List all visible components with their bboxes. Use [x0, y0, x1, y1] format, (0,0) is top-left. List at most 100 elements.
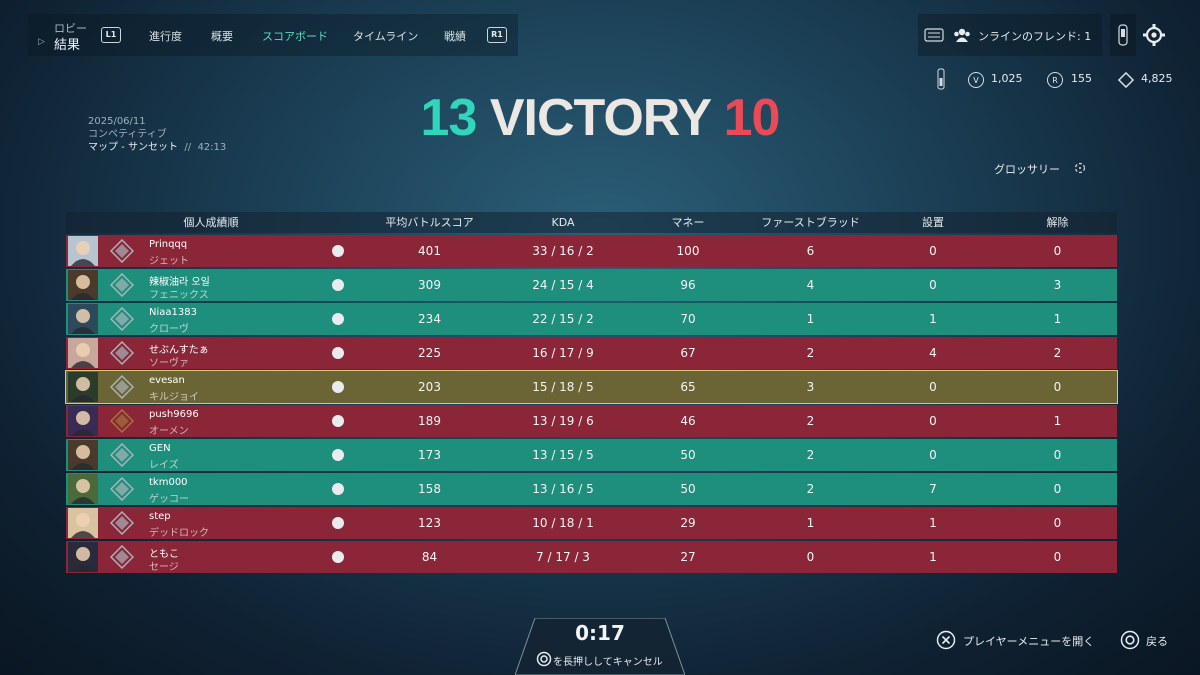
table-row[interactable]: 辣椒油라 오일 フェニックス 309 24 / 15 / 4 96 4 0 3	[66, 269, 1117, 301]
online-friends-label[interactable]: ンラインのフレンド: 1	[978, 30, 1092, 43]
playstation-icon	[332, 483, 344, 495]
cell-money: 96	[680, 278, 696, 292]
header-plants[interactable]: 設置	[922, 216, 944, 229]
header-player[interactable]: 個人成績順	[183, 216, 239, 229]
tab-timeline[interactable]: タイムライン	[353, 30, 419, 43]
cell-plants: 4	[929, 346, 937, 360]
back-to-lobby-button[interactable]: ▷ ロビー 結果	[38, 20, 94, 53]
agent-portrait	[68, 236, 98, 266]
cell-first-blood: 2	[806, 482, 815, 496]
table-row[interactable]: step デッドロック 123 10 / 18 / 1 29 1 1 0	[66, 507, 1117, 539]
agent-portrait	[68, 270, 98, 300]
match-map: マップ - サンセット	[88, 142, 178, 153]
tab-scoreboard[interactable]: スコアボード	[262, 30, 328, 43]
table-row[interactable]: せぶんすたぁ ソーヴァ 225 16 / 17 / 9 67 2 4 2	[66, 337, 1117, 369]
header-defuses[interactable]: 解除	[1046, 216, 1069, 229]
cell-money: 70	[680, 312, 696, 326]
player-name: evesan	[149, 375, 185, 386]
header-first-blood[interactable]: ファーストブラッド	[761, 216, 860, 229]
table-row[interactable]: Niaa1383 クローヴ 234 22 / 15 / 2 70 1 1 1	[66, 303, 1117, 335]
playstation-icon	[332, 517, 344, 529]
agent-name: クローヴ	[149, 324, 189, 335]
cell-defuses: 1	[1053, 414, 1062, 428]
rank-icon	[110, 239, 134, 263]
player-name: tkm000	[149, 477, 188, 488]
cell-plants: 1	[929, 550, 937, 564]
table-row[interactable]: ともこ セージ 84 7 / 17 / 3 27 0 1 0	[66, 541, 1117, 573]
cell-money: 29	[680, 516, 696, 530]
cell-acs: 225	[418, 346, 441, 360]
player-cell: Prinqqq ジェット	[66, 235, 356, 267]
radianite-icon: R	[1047, 72, 1063, 88]
cell-first-blood: 3	[806, 380, 815, 394]
valorant-points-icon: V	[968, 72, 984, 88]
header-money[interactable]: マネー	[671, 216, 705, 229]
player-cell: Niaa1383 クローヴ	[66, 303, 356, 335]
crosshair-icon[interactable]	[1073, 161, 1087, 175]
cell-money: 46	[680, 414, 696, 428]
tab-summary[interactable]: 概要	[211, 30, 233, 43]
player-cell: evesan キルジョイ	[66, 371, 356, 403]
social-panel	[918, 14, 1102, 56]
cell-defuses: 0	[1053, 516, 1062, 530]
player-name: せぶんすたぁ	[149, 345, 209, 356]
countdown-timer: 0:17	[575, 621, 625, 645]
tab-progress[interactable]: 進行度	[149, 30, 182, 43]
cell-money: 100	[676, 244, 700, 258]
timer-panel	[515, 618, 685, 675]
cell-kda: 16 / 17 / 9	[532, 346, 594, 360]
settings-gear-icon[interactable]	[1141, 22, 1167, 48]
back-button[interactable]: 戻る	[1146, 635, 1168, 648]
controller-battery-icon	[1118, 24, 1128, 46]
rank-icon	[110, 341, 134, 365]
cell-acs: 309	[418, 278, 441, 292]
cell-plants: 7	[929, 482, 937, 496]
agent-portrait	[68, 372, 98, 402]
table-header: 個人成績順 平均バトルスコア KDA マネー ファーストブラッド 設置 解除	[66, 212, 1117, 233]
cell-kda: 15 / 18 / 5	[532, 380, 594, 394]
player-cell: ともこ セージ	[66, 541, 356, 573]
header-kda[interactable]: KDA	[551, 216, 575, 229]
match-score: 13 VICTORY 10	[0, 88, 1200, 148]
table-row[interactable]: Prinqqq ジェット 401 33 / 16 / 2 100 6 0 0	[66, 235, 1117, 267]
player-name: step	[149, 511, 171, 522]
cell-acs: 203	[418, 380, 441, 394]
rank-icon	[110, 545, 134, 569]
results-label: 結果	[54, 38, 81, 53]
agent-portrait	[68, 304, 98, 334]
player-cell: 辣椒油라 오일 フェニックス	[66, 269, 356, 301]
cell-plants: 0	[929, 278, 937, 292]
open-player-menu-button[interactable]: プレイヤーメニューを開く	[963, 635, 1095, 648]
enemy-score: 10	[723, 89, 781, 147]
agent-portrait	[68, 508, 98, 538]
cell-kda: 13 / 16 / 5	[532, 482, 594, 496]
player-cell: tkm000 ゲッコー	[66, 473, 356, 505]
cell-plants: 0	[929, 414, 937, 428]
cell-acs: 123	[418, 516, 441, 530]
playstation-icon	[332, 347, 344, 359]
table-row[interactable]: evesan キルジョイ 203 15 / 18 / 5 65 3 0 0	[65, 370, 1118, 404]
cell-acs: 84	[421, 550, 438, 564]
header-acs[interactable]: 平均バトルスコア	[385, 216, 474, 229]
table-row[interactable]: push9696 オーメン 189 13 / 19 / 6 46 2 0 1	[66, 405, 1117, 437]
cell-acs: 401	[418, 244, 441, 258]
cell-first-blood: 2	[806, 448, 815, 462]
meta-separator: //	[184, 142, 192, 153]
cell-defuses: 0	[1053, 380, 1062, 394]
agent-name: セージ	[149, 562, 179, 573]
cell-first-blood: 6	[806, 244, 815, 258]
table-row[interactable]: GEN レイズ 173 13 / 15 / 5 50 2 0 0	[66, 439, 1117, 471]
keyboard-icon[interactable]	[924, 28, 944, 42]
kingdom-credits-value: 4,825	[1141, 72, 1173, 85]
agent-name: キルジョイ	[149, 392, 199, 403]
cell-money: 67	[680, 346, 696, 360]
playstation-icon	[332, 279, 344, 291]
tab-performance[interactable]: 戦績	[444, 30, 466, 43]
friends-icon[interactable]	[953, 27, 971, 43]
agent-portrait	[68, 406, 98, 436]
table-row[interactable]: tkm000 ゲッコー 158 13 / 16 / 5 50 2 7 0	[66, 473, 1117, 505]
playstation-icon	[332, 449, 344, 461]
scoreboard-table: 個人成績順 平均バトルスコア KDA マネー ファーストブラッド 設置 解除 P…	[65, 212, 1118, 573]
cell-first-blood: 0	[806, 550, 815, 564]
glossary-button[interactable]: グロッサリー	[994, 161, 1060, 177]
